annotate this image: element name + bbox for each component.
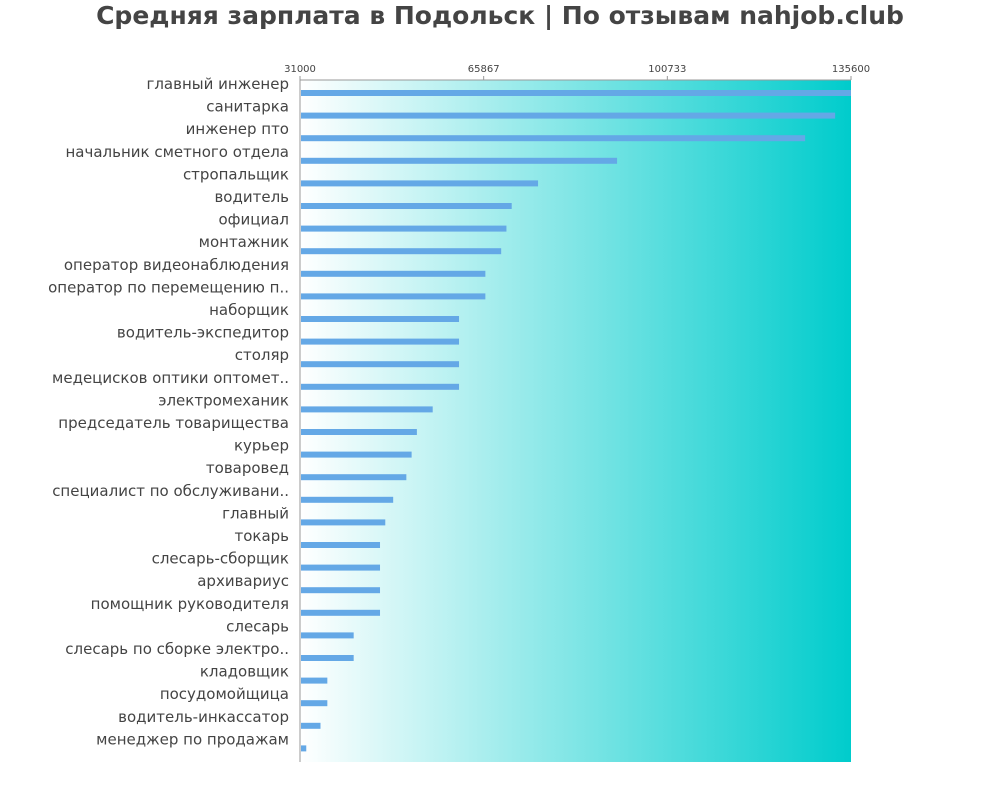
- category-label: главный: [222, 504, 289, 522]
- bar: [301, 519, 386, 526]
- category-label: столяр: [235, 346, 289, 364]
- bar: [301, 361, 460, 368]
- category-label: архивариус: [197, 572, 289, 590]
- category-label: оператор видеонаблюдения: [64, 256, 289, 274]
- bar: [301, 338, 460, 345]
- bar: [301, 429, 417, 435]
- bar: [301, 655, 354, 661]
- category-label: водитель: [214, 188, 289, 206]
- category-label: кладовщик: [200, 663, 289, 681]
- bar: [301, 157, 618, 164]
- category-label: электромеханик: [158, 391, 289, 409]
- bar: [301, 316, 460, 322]
- category-label: водитель-экспедитор: [117, 324, 289, 342]
- x-tick-label: 135600: [832, 64, 870, 75]
- category-label: помощник руководителя: [91, 595, 289, 613]
- bar: [301, 112, 836, 119]
- bar: [301, 564, 381, 571]
- category-label: товаровед: [206, 459, 289, 477]
- category-label: санитарка: [206, 98, 289, 116]
- bar: [301, 135, 806, 142]
- category-label: водитель-инкассатор: [118, 708, 289, 726]
- bar: [301, 496, 394, 503]
- category-label: токарь: [234, 527, 289, 545]
- category-label: специалист по обслуживани..: [52, 482, 289, 500]
- category-label: наборщик: [209, 301, 289, 319]
- category-label: главный инженер: [146, 75, 289, 93]
- category-label: слесарь: [226, 617, 289, 635]
- x-tick-label: 65867: [468, 64, 500, 75]
- bar: [301, 293, 486, 300]
- bar: [301, 248, 502, 255]
- category-label: монтажник: [199, 233, 289, 251]
- category-label: официал: [219, 211, 290, 229]
- category-label: инженер пто: [186, 120, 289, 138]
- bar: [301, 632, 354, 639]
- category-label: стропальщик: [183, 165, 289, 183]
- bar: [301, 383, 460, 390]
- category-label: председатель товарищества: [58, 414, 289, 432]
- chart-title: Средняя зарплата в Подольск | По отзывам…: [96, 1, 904, 30]
- plot-background: [300, 80, 851, 762]
- bar: [301, 203, 512, 209]
- bar: [301, 90, 851, 96]
- category-label: менеджер по продажам: [96, 730, 289, 748]
- bar: [301, 180, 539, 187]
- bar: [301, 587, 381, 594]
- x-tick-label: 31000: [284, 64, 316, 75]
- category-label: слесарь-сборщик: [152, 550, 289, 568]
- bar: [301, 225, 507, 232]
- bar: [301, 722, 321, 729]
- category-label: медецисков оптики оптомет..: [52, 369, 289, 387]
- category-label: курьер: [234, 437, 289, 455]
- category-label: слесарь по сборке электро..: [65, 640, 289, 658]
- x-tick-label: 100733: [648, 64, 686, 75]
- bar: [301, 745, 307, 752]
- bar: [301, 474, 407, 481]
- bar: [301, 677, 328, 684]
- category-label: посудомойщица: [160, 685, 289, 703]
- bar: [301, 542, 381, 548]
- bar: [301, 700, 328, 707]
- bar: [301, 609, 381, 616]
- bar: [301, 270, 486, 277]
- category-label: начальник сметного отдела: [66, 143, 290, 161]
- bar: [301, 451, 412, 458]
- category-label: оператор по перемещению п..: [48, 278, 289, 296]
- bar: [301, 406, 433, 413]
